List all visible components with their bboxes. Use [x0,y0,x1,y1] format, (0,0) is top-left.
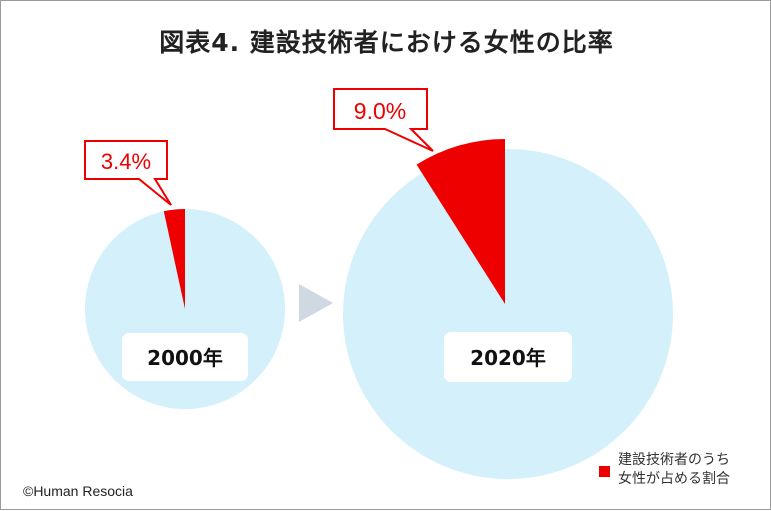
year-label-2000: 2000年 [147,346,223,370]
year-box-2000: 2000年 [122,333,248,381]
callout-2000: 3.4% [84,140,172,206]
year-label-2020: 2020年 [470,346,546,370]
copyright-credit: ©Human Resocia [23,483,133,499]
legend-swatch [599,465,610,477]
year-box-2020: 2020年 [444,332,572,382]
legend-line-2: 女性が占める割合 [618,471,730,487]
arrow-icon [299,284,333,322]
callout-2020: 9.0% [333,88,434,152]
chart-title: 図表4. 建設技術者における女性の比率 [159,28,614,57]
pie-2000-slice-female [163,209,185,309]
pie-2020-percent-label: 9.0% [354,98,406,124]
callout-2020-box [333,88,434,152]
year-box-2020-bg [444,332,572,382]
pie-2000: 3.4% 2000年 [84,140,285,409]
pie-2020-slice-other [343,149,673,479]
pie-2020-slice-female [416,139,505,304]
legend: 建設技術者のうち 女性が占める割合 [599,451,730,489]
pie-2020: 9.0% 2020年 [333,88,673,479]
legend-text: 建設技術者のうち 女性が占める割合 [618,451,730,489]
year-box-2000-bg [122,333,248,381]
legend-line-1: 建設技術者のうち [618,452,730,468]
pie-2000-percent-label: 3.4% [101,149,151,174]
callout-2000-box [84,140,172,206]
